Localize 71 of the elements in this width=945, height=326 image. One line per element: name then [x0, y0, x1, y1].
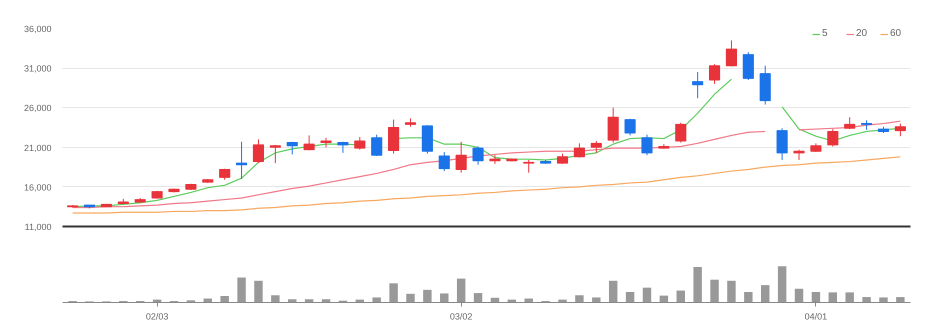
bar [220, 296, 229, 302]
bar [626, 292, 634, 302]
bar [642, 288, 652, 302]
candlestick [236, 141, 248, 180]
candlestick [286, 141, 298, 155]
candlestick [827, 128, 838, 148]
bar [710, 280, 719, 302]
candlestick [776, 128, 788, 160]
y-tick-label: 26,000 [24, 103, 52, 114]
candlestick [726, 40, 738, 68]
legend-label: 5 [822, 28, 829, 39]
bar [845, 292, 854, 302]
candlestick [556, 153, 568, 164]
bar [660, 296, 668, 302]
y-tick-label: 11,000 [24, 222, 52, 232]
bar [474, 293, 482, 302]
bar [304, 299, 314, 302]
bar [456, 278, 466, 302]
x-tick-label: 03/02 [450, 312, 472, 322]
candlestick [675, 122, 686, 144]
bar [237, 278, 246, 302]
line-series [72, 156, 901, 214]
bar [608, 280, 618, 302]
legend-label: 60 [890, 28, 902, 39]
bar [423, 290, 432, 302]
bar [389, 283, 398, 302]
bar [440, 293, 448, 302]
bar [812, 292, 820, 302]
bar [778, 266, 786, 302]
candlestick [219, 168, 230, 180]
bar [693, 267, 702, 302]
candlestick [438, 152, 450, 172]
candlestick [371, 134, 382, 157]
candlestick [692, 72, 704, 99]
y-tick-label: 31,000 [24, 64, 52, 74]
candlestick [861, 120, 872, 130]
candlestick [708, 64, 720, 84]
bar [744, 292, 753, 302]
bar [862, 297, 871, 302]
bar [271, 295, 280, 302]
candlestick [793, 149, 805, 160]
bar [288, 299, 296, 302]
candlestick [456, 141, 467, 174]
bar [896, 297, 905, 302]
bar [794, 288, 804, 302]
legend-label: 20 [856, 28, 868, 39]
y-tick-label: 36,000 [24, 24, 52, 34]
candlestick [388, 119, 400, 154]
bar [676, 290, 685, 302]
bar [727, 280, 736, 302]
bar [254, 280, 263, 302]
candlestick [354, 136, 366, 150]
candlestick [742, 52, 754, 80]
candlestick [472, 146, 484, 166]
candlestick [641, 134, 653, 156]
bar [828, 292, 838, 302]
candlestick [574, 142, 585, 158]
candlestick [590, 140, 602, 154]
candlestick [252, 138, 264, 164]
bar [575, 295, 584, 302]
y-tick-label: 21,000 [24, 142, 52, 153]
x-tick-label: 02/03 [146, 312, 168, 322]
candlestick [270, 144, 281, 164]
candlestick [608, 107, 619, 144]
candlestick [894, 123, 906, 137]
y-tick-label: 16,000 [24, 182, 52, 192]
candlestick [304, 134, 315, 151]
candlestick [320, 137, 332, 148]
bar [761, 285, 770, 302]
x-tick-label: 04/01 [804, 312, 828, 322]
candlestick [624, 118, 636, 136]
